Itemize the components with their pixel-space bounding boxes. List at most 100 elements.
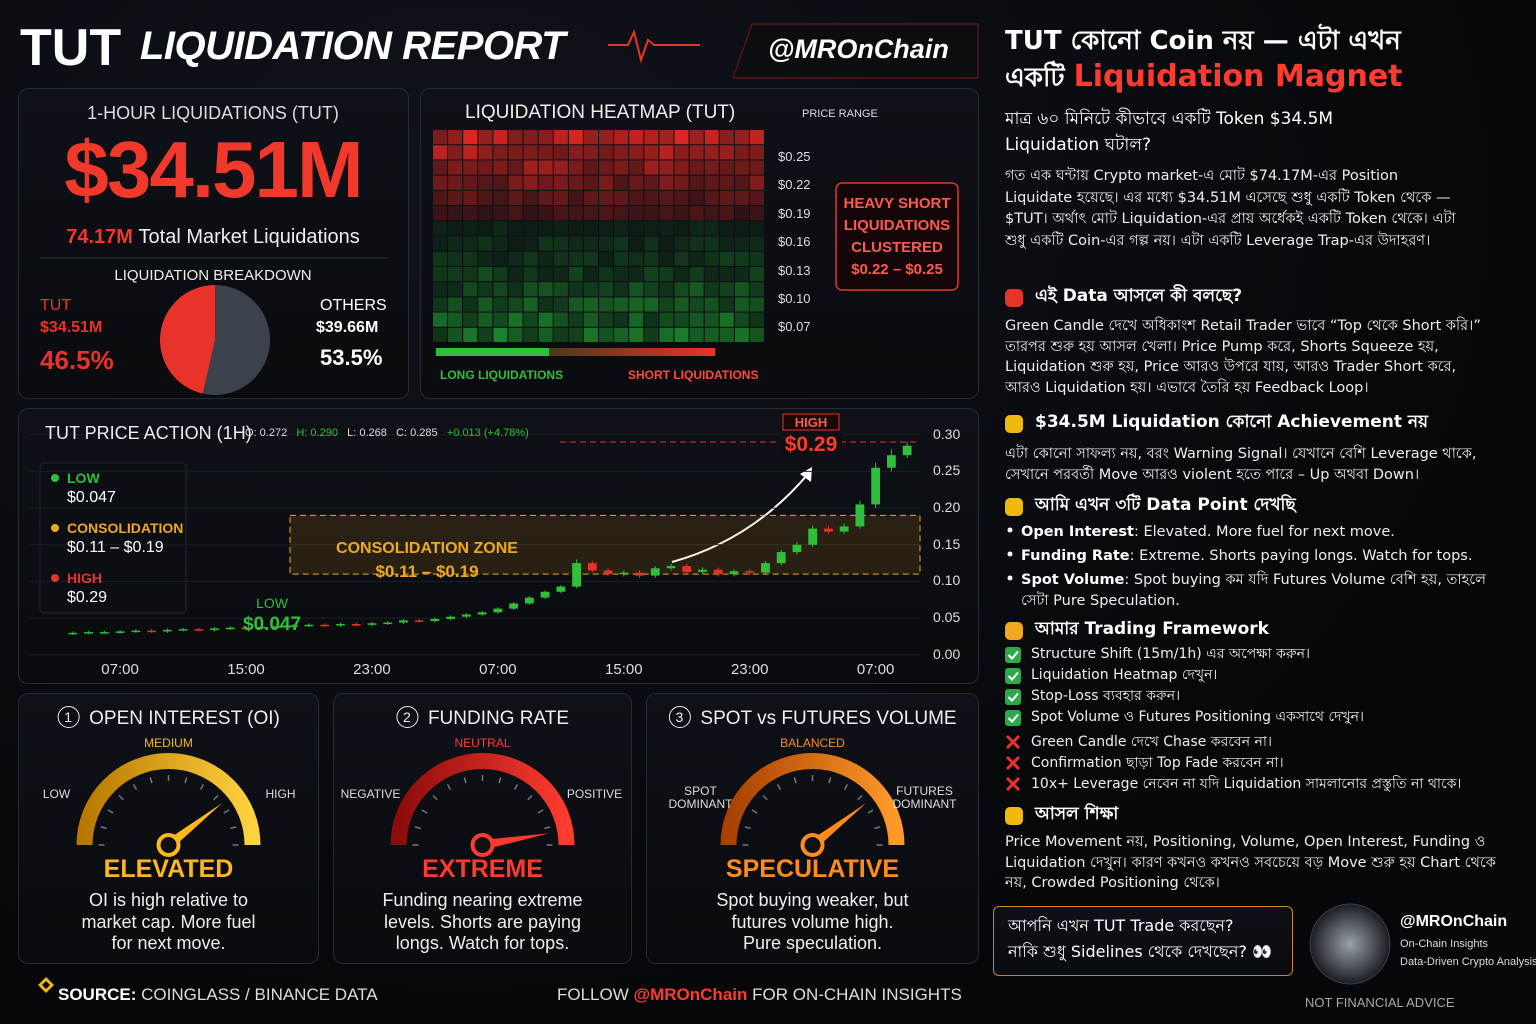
legend-label: HIGH	[67, 570, 102, 586]
heatmap-cell	[614, 190, 629, 206]
title: LIQUIDATION REPORT	[140, 24, 566, 68]
heatmap-cell	[719, 251, 734, 266]
heatmap-cell	[538, 312, 553, 327]
heatmap-cell	[463, 160, 478, 175]
heatmap-cell	[614, 221, 629, 236]
candle-body	[776, 552, 786, 564]
heatmap-cell	[614, 206, 629, 221]
heatmap-cell	[448, 130, 463, 145]
heatmap-cell	[674, 312, 689, 327]
gauge-panel	[18, 693, 319, 964]
data-point-term: Spot Volume	[1021, 572, 1125, 588]
gauge-title-text: OPEN INTEREST (OI)	[89, 708, 280, 729]
x-tick-label: 07:00	[479, 661, 517, 678]
gauge-arc	[76, 753, 261, 846]
heatmap-cell	[463, 221, 478, 236]
gauge-tick	[421, 809, 428, 814]
gauge-tick	[446, 784, 452, 790]
gauge-tick	[149, 777, 153, 784]
gauge-panel	[333, 693, 632, 964]
heatmap-cell	[463, 312, 478, 327]
high-value: $0.29	[784, 433, 838, 456]
candle-body	[650, 568, 660, 576]
heatmap-cell	[749, 130, 764, 145]
gauge-description: for next move.	[111, 933, 226, 953]
heatmap-cell	[629, 297, 644, 312]
gauge-title: 3 SPOT vs FUTURES VOLUME	[668, 706, 957, 728]
data-point-term: Funding Rate	[1021, 548, 1130, 564]
candle-body	[572, 563, 581, 587]
heatmap-cell	[674, 175, 689, 190]
heatmap-cell	[478, 160, 493, 175]
avatar	[1309, 903, 1391, 985]
heatmap-cell	[508, 251, 523, 266]
heatmap-cell	[599, 175, 614, 190]
lesson-body: Price Movement নয়, Positioning, Volume,…	[1005, 834, 1496, 891]
candle-body	[225, 627, 235, 630]
heatmap-cell	[478, 145, 493, 160]
heatmap-cell	[568, 312, 583, 327]
price-change: +0.013 (+4.78%)	[446, 427, 529, 439]
gauge-arc	[720, 753, 905, 846]
y-tick-label: 0.20	[933, 499, 961, 516]
gauge-tick	[744, 826, 751, 830]
heatmap-cell	[674, 145, 689, 160]
gauge-hub	[156, 833, 181, 857]
candle-body	[162, 629, 172, 632]
heatmap-cell	[599, 251, 614, 266]
x-tick-label: 07:00	[101, 661, 139, 678]
candle-body	[540, 591, 550, 598]
heatmap-cell	[614, 145, 629, 160]
short-legend-bar	[549, 348, 715, 356]
check-mark	[1007, 713, 1019, 723]
x-tick-label: 23:00	[353, 661, 391, 678]
gauge-title-text: FUNDING RATE	[427, 708, 570, 729]
heatmap-cell	[493, 145, 508, 160]
heatmap-cell	[734, 221, 749, 236]
gauge-number: 2	[395, 706, 418, 728]
heatmap-cell	[659, 175, 674, 190]
heatmap-cell	[493, 190, 508, 206]
heatmap-cell	[433, 282, 448, 297]
heatmap-cell	[553, 236, 568, 251]
gauge-title: 1 OPEN INTEREST (OI)	[57, 706, 280, 728]
heatmap-cell	[734, 236, 749, 251]
gauge-left-label: NEGATIVE	[340, 787, 401, 801]
heatmap-cell	[689, 282, 704, 297]
gauge-hub	[800, 833, 825, 857]
heatmap-cell	[463, 175, 478, 190]
heatmap-cell	[523, 251, 538, 266]
heatmap-cell	[704, 282, 719, 297]
pie-percent: 46.5%	[40, 345, 114, 375]
candle-body	[666, 566, 676, 569]
heatmap-cell	[478, 327, 493, 342]
gauge-tick	[527, 794, 533, 801]
heatmap-cell	[659, 145, 674, 160]
candle-body	[509, 603, 519, 609]
heatmap-cell	[523, 312, 538, 327]
gauge-status: ELEVATED	[103, 855, 234, 883]
heatmap-cell	[538, 297, 553, 312]
heatmap-cell	[644, 312, 659, 327]
heatmap-cell	[734, 312, 749, 327]
cross-mark	[1005, 776, 1021, 792]
heatmap-cell	[644, 266, 659, 282]
heatmap-cell	[448, 297, 463, 312]
gauge-description: futures volume high.	[731, 911, 894, 932]
heatmap-cell	[719, 206, 734, 221]
candle-body	[761, 563, 770, 573]
heatmap-cell	[568, 266, 583, 282]
ohlc: O: 0.272 H: 0.290 L: 0.268 C: 0.285 +0.0…	[245, 428, 529, 439]
heatmap-cell	[478, 282, 493, 297]
profile-handle: @MROnChain	[1400, 913, 1508, 930]
heatmap-cell	[553, 175, 568, 190]
heatmap-cell	[704, 312, 719, 327]
candle-body	[619, 572, 629, 575]
heatmap-cell	[553, 145, 568, 160]
heatmap-cell	[508, 236, 523, 251]
heatmap-cell	[433, 327, 448, 342]
heatmap-cell	[523, 282, 538, 297]
heatmap-cell	[674, 297, 689, 312]
gauge-hub	[470, 833, 495, 857]
heatmap-cell	[523, 221, 538, 236]
